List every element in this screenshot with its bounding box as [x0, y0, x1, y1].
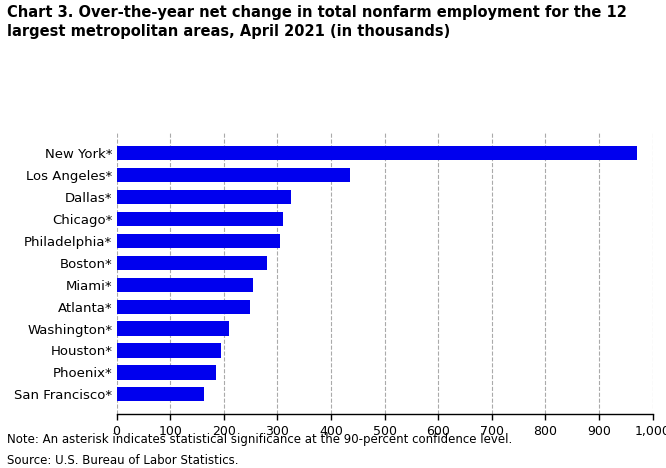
Bar	[117, 344, 221, 358]
Bar	[117, 256, 266, 270]
Text: Chart 3. Over-the-year net change in total nonfarm employment for the 12
largest: Chart 3. Over-the-year net change in tot…	[7, 5, 627, 39]
Bar	[117, 387, 204, 402]
Text: Source: U.S. Bureau of Labor Statistics.: Source: U.S. Bureau of Labor Statistics.	[7, 454, 238, 467]
Bar	[117, 212, 283, 226]
Text: Note: An asterisk indicates statistical significance at the 90-percent confidenc: Note: An asterisk indicates statistical …	[7, 433, 512, 446]
Bar	[117, 190, 291, 204]
Bar	[117, 300, 250, 314]
Bar	[117, 146, 637, 161]
Bar	[117, 365, 216, 380]
Bar	[117, 234, 280, 248]
Bar	[117, 322, 229, 336]
Bar	[117, 168, 350, 183]
Bar	[117, 278, 253, 292]
